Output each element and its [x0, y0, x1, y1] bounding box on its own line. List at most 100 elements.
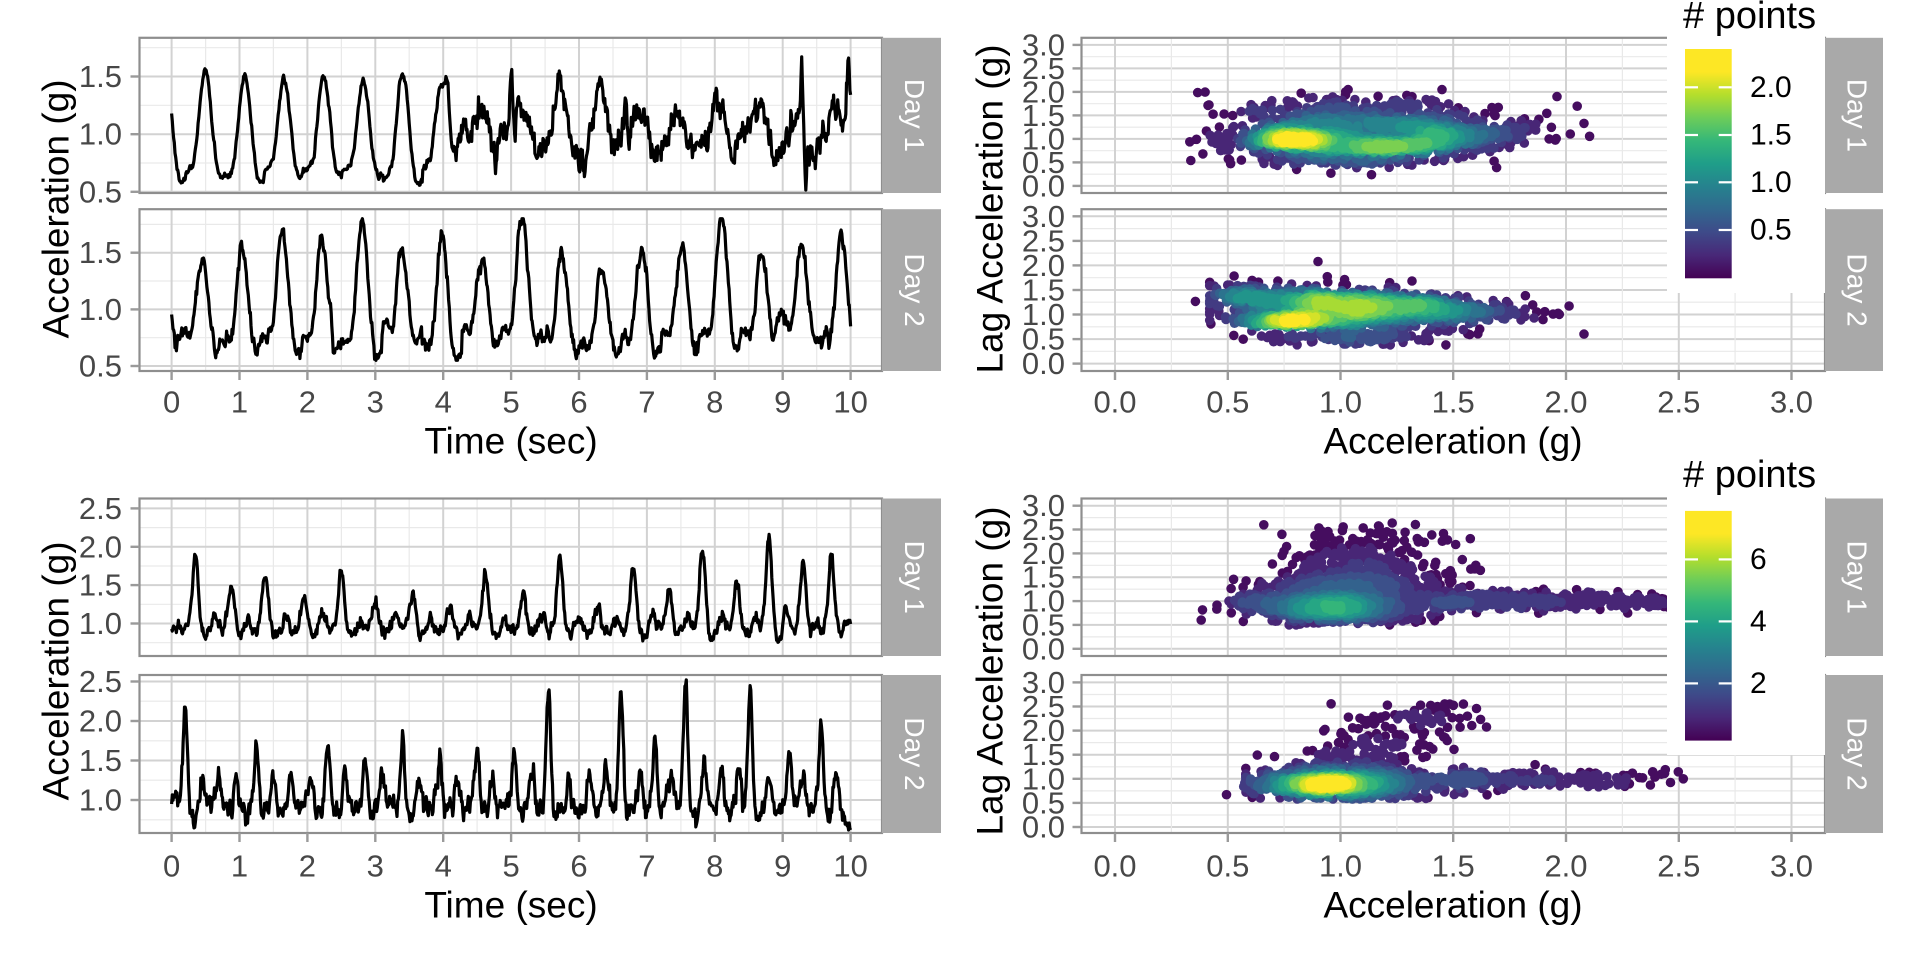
svg-text:Day 2: Day 2: [1842, 254, 1873, 327]
svg-text:Time (sec): Time (sec): [424, 885, 597, 926]
svg-text:Day 1: Day 1: [1842, 541, 1873, 614]
svg-text:1.0: 1.0: [79, 783, 122, 818]
svg-text:1: 1: [231, 385, 248, 420]
svg-text:1.0: 1.0: [79, 292, 122, 327]
svg-text:Day 1: Day 1: [899, 541, 930, 614]
svg-text:2.0: 2.0: [1544, 849, 1587, 884]
svg-text:1.0: 1.0: [79, 117, 122, 152]
svg-text:7: 7: [638, 385, 655, 420]
svg-text:0.5: 0.5: [79, 349, 122, 384]
svg-text:2.0: 2.0: [1022, 248, 1065, 283]
svg-text:0.5: 0.5: [79, 174, 122, 209]
svg-text:2.0: 2.0: [1022, 536, 1065, 571]
svg-text:2: 2: [1750, 667, 1767, 700]
svg-text:1.5: 1.5: [1432, 849, 1475, 884]
svg-text:4: 4: [1750, 605, 1767, 638]
svg-text:10: 10: [833, 385, 867, 420]
svg-text:0.0: 0.0: [1022, 346, 1065, 381]
svg-text:1.5: 1.5: [1432, 385, 1475, 420]
svg-text:3: 3: [367, 849, 384, 884]
svg-text:0.0: 0.0: [1022, 168, 1065, 203]
svg-text:1.5: 1.5: [79, 743, 122, 778]
svg-text:3: 3: [367, 385, 384, 420]
svg-text:0.0: 0.0: [1093, 849, 1136, 884]
svg-text:Acceleration (g): Acceleration (g): [1323, 885, 1582, 926]
svg-text:Acceleration (g): Acceleration (g): [36, 79, 77, 338]
svg-text:1.0: 1.0: [1022, 584, 1065, 619]
svg-text:1.0: 1.0: [1319, 385, 1362, 420]
svg-text:1.0: 1.0: [1022, 761, 1065, 796]
svg-text:1.0: 1.0: [1750, 166, 1792, 199]
svg-text:4: 4: [435, 849, 452, 884]
svg-text:Acceleration (g): Acceleration (g): [36, 541, 77, 800]
svg-text:2.5: 2.5: [1657, 849, 1700, 884]
svg-text:3.0: 3.0: [1770, 849, 1813, 884]
svg-text:2: 2: [299, 849, 316, 884]
svg-text:# points: # points: [1683, 0, 1816, 37]
svg-text:0.0: 0.0: [1093, 385, 1136, 420]
svg-text:5: 5: [502, 385, 519, 420]
svg-text:2.5: 2.5: [79, 664, 122, 699]
svg-text:3.0: 3.0: [1022, 665, 1065, 700]
svg-text:0.5: 0.5: [1022, 322, 1065, 357]
svg-text:1.5: 1.5: [79, 59, 122, 94]
svg-text:0: 0: [163, 385, 180, 420]
svg-text:2.5: 2.5: [1022, 689, 1065, 724]
svg-text:2.5: 2.5: [1022, 512, 1065, 547]
svg-text:0.5: 0.5: [1022, 145, 1065, 180]
svg-text:1.5: 1.5: [1750, 119, 1792, 152]
svg-text:2.0: 2.0: [79, 704, 122, 739]
svg-text:1: 1: [231, 849, 248, 884]
svg-text:1.5: 1.5: [1022, 560, 1065, 595]
svg-text:0.5: 0.5: [1206, 849, 1249, 884]
svg-text:2.0: 2.0: [1750, 71, 1792, 104]
svg-text:7: 7: [638, 849, 655, 884]
svg-text:6: 6: [570, 385, 587, 420]
svg-text:2.0: 2.0: [79, 529, 122, 564]
svg-text:2.5: 2.5: [1022, 51, 1065, 86]
svg-text:6: 6: [570, 849, 587, 884]
svg-text:1.5: 1.5: [79, 235, 122, 270]
svg-text:0.5: 0.5: [1206, 385, 1249, 420]
svg-text:3.0: 3.0: [1770, 385, 1813, 420]
svg-text:2.5: 2.5: [79, 491, 122, 526]
svg-text:1.5: 1.5: [1022, 98, 1065, 133]
svg-text:1.0: 1.0: [79, 606, 122, 641]
svg-text:2.0: 2.0: [1544, 385, 1587, 420]
svg-text:6: 6: [1750, 543, 1767, 576]
svg-text:Day 2: Day 2: [1842, 717, 1873, 790]
svg-text:Day 2: Day 2: [899, 254, 930, 327]
svg-text:Acceleration (g): Acceleration (g): [1323, 421, 1582, 462]
svg-text:# points: # points: [1683, 454, 1816, 496]
svg-text:9: 9: [774, 385, 791, 420]
svg-text:1.5: 1.5: [1022, 737, 1065, 772]
svg-text:4: 4: [435, 385, 452, 420]
svg-text:0: 0: [163, 849, 180, 884]
svg-text:10: 10: [833, 849, 867, 884]
svg-text:2.5: 2.5: [1657, 385, 1700, 420]
svg-text:2.0: 2.0: [1022, 74, 1065, 109]
svg-text:1.0: 1.0: [1319, 849, 1362, 884]
svg-text:1.5: 1.5: [1022, 273, 1065, 308]
svg-text:Lag Acceleration (g): Lag Acceleration (g): [970, 44, 1011, 373]
svg-text:Day 1: Day 1: [899, 79, 930, 152]
svg-text:2.5: 2.5: [1022, 223, 1065, 258]
svg-text:Time (sec): Time (sec): [424, 421, 597, 462]
svg-text:0.5: 0.5: [1022, 785, 1065, 820]
svg-text:1.0: 1.0: [1022, 297, 1065, 332]
svg-text:2.0: 2.0: [1022, 713, 1065, 748]
svg-text:0.5: 0.5: [1750, 214, 1792, 247]
svg-text:8: 8: [706, 849, 723, 884]
svg-text:1.5: 1.5: [79, 568, 122, 603]
svg-text:3.0: 3.0: [1022, 488, 1065, 523]
svg-text:Lag Acceleration (g): Lag Acceleration (g): [970, 506, 1011, 835]
svg-text:2: 2: [299, 385, 316, 420]
svg-text:0.5: 0.5: [1022, 607, 1065, 642]
svg-text:3.0: 3.0: [1022, 199, 1065, 234]
svg-text:9: 9: [774, 849, 791, 884]
svg-text:1.0: 1.0: [1022, 121, 1065, 156]
svg-text:5: 5: [502, 849, 519, 884]
svg-text:0.0: 0.0: [1022, 631, 1065, 666]
svg-text:8: 8: [706, 385, 723, 420]
svg-text:Day 2: Day 2: [899, 717, 930, 790]
